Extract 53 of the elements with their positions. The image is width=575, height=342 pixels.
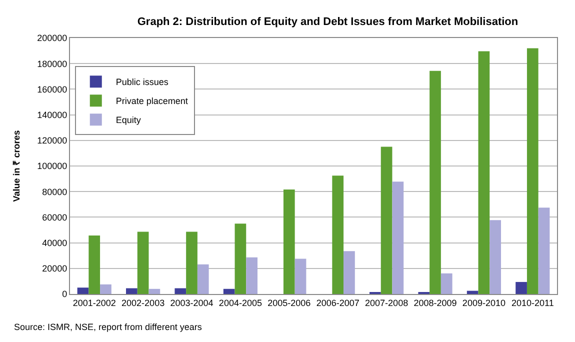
bar [126, 288, 138, 294]
source-note: Source: ISMR, NSE, report from different years [14, 322, 202, 332]
x-tick-label: 2004-2005 [218, 298, 262, 308]
x-tick-label: 2010-2011 [511, 298, 554, 308]
x-tick-label: 2003-2004 [170, 298, 214, 308]
y-tick-label: 200000 [37, 33, 68, 44]
x-tick-label: 2005-2006 [268, 298, 311, 308]
bar [234, 224, 246, 294]
legend-label: Public issues [116, 77, 169, 88]
x-tick-label: 2001-2002 [72, 298, 116, 308]
chart-title: Graph 2: Distribution of Equity and Debt Issues from Market Mobilisation [137, 16, 518, 28]
y-tick-label: 40000 [42, 238, 68, 248]
y-tick-label: 100000 [37, 161, 68, 172]
bar [344, 251, 355, 294]
bar [490, 220, 501, 294]
bar [440, 273, 452, 294]
bar [526, 48, 538, 294]
x-tick-label: 2002-2003 [122, 298, 165, 308]
bar [137, 232, 149, 294]
bar [186, 232, 198, 294]
y-tick-label: 160000 [37, 84, 68, 94]
y-tick-label: 20000 [42, 264, 68, 274]
bar [246, 257, 258, 294]
bar [100, 284, 112, 294]
bar [223, 288, 235, 294]
y-tick-label: 120000 [37, 136, 68, 146]
x-tick-label: 2006-2007 [316, 298, 360, 308]
x-tick-label: 2009-2010 [462, 298, 506, 308]
legend-label: Equity [116, 115, 142, 126]
bar [466, 290, 478, 294]
bar [538, 208, 550, 294]
y-tick-label: 60000 [42, 212, 68, 222]
legend-label: Private placement [116, 96, 188, 106]
bar [197, 264, 209, 294]
bar [380, 146, 392, 294]
bar [283, 190, 295, 294]
y-tick-label: 140000 [37, 110, 68, 120]
bar [332, 176, 344, 294]
y-axis-title: Value in ₹ crores [12, 130, 22, 202]
x-tick-label: 2007-2008 [365, 298, 408, 308]
x-tick-label: 2008-2009 [414, 298, 457, 308]
bar [294, 258, 306, 294]
bar [88, 236, 100, 294]
bar [174, 288, 186, 294]
bar [392, 182, 404, 294]
bar [148, 288, 160, 294]
y-tick-label: 80000 [42, 186, 68, 197]
y-tick-label: 180000 [37, 58, 68, 69]
bar [430, 70, 441, 294]
y-tick-label: 0 [62, 289, 68, 300]
bar [516, 282, 527, 294]
bar [478, 51, 490, 294]
bar [77, 288, 89, 294]
